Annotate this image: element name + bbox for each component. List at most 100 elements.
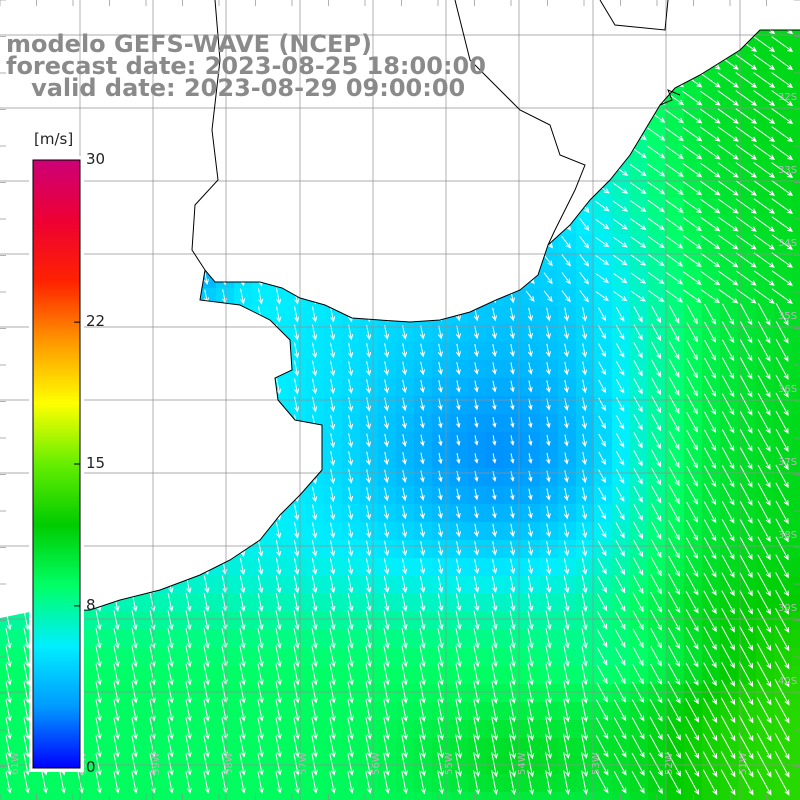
wind-arrow: [612, 182, 629, 194]
wind-cell: [414, 450, 433, 469]
wind-cell: [90, 414, 109, 433]
wind-arrow: [667, 698, 681, 723]
wind-cell: [522, 522, 541, 541]
wind-cell: [378, 738, 397, 757]
wind-arrow: [527, 645, 534, 668]
wind-arrow: [95, 486, 102, 503]
colorbar-tick-label: 22: [86, 312, 106, 331]
wind-arrow: [771, 162, 794, 178]
wind-cell: [522, 468, 541, 487]
wind-arrow: [665, 217, 684, 231]
wind-arrow: [456, 435, 461, 447]
wind-cell: [324, 378, 343, 397]
wind-arrow: [704, 375, 717, 398]
wind-arrow: [578, 54, 590, 70]
wind-cell: [774, 342, 793, 361]
wind-arrow: [561, 235, 571, 249]
wind-arrow: [632, 557, 644, 576]
wind-arrow: [365, 397, 372, 412]
wind-cell: [540, 414, 559, 433]
wind-arrow: [401, 610, 408, 631]
wind-arrow: [131, 450, 138, 467]
wind-arrow: [595, 236, 610, 248]
wind-arrow: [717, 72, 739, 88]
wind-arrow: [474, 162, 480, 179]
wind-cell: [234, 792, 253, 800]
wind-arrow: [185, 504, 192, 521]
wind-cell: [216, 414, 235, 433]
wind-cell: [360, 234, 379, 253]
wind-arrow: [401, 752, 408, 777]
wind-arrow: [545, 770, 553, 796]
wind-cell: [396, 738, 415, 757]
wind-arrow: [492, 453, 497, 464]
wind-arrow: [401, 416, 407, 430]
wind-arrow: [456, 216, 462, 233]
wind-cell: [306, 270, 325, 289]
wind-cell: [738, 792, 757, 800]
wind-cell: [504, 30, 523, 37]
wind-cell: [126, 288, 145, 307]
wind-cell: [504, 126, 523, 145]
wind-cell: [522, 234, 541, 253]
wind-arrow: [509, 751, 517, 778]
wind-cell: [558, 414, 577, 433]
wind-arrow: [578, 108, 590, 124]
wind-arrow: [721, 554, 735, 578]
wind-arrow: [167, 486, 174, 503]
wind-cell: [468, 108, 487, 127]
wind-arrow: [23, 396, 30, 413]
wind-cell: [504, 0, 523, 19]
wind-arrow: [365, 717, 372, 740]
wind-arrow: [757, 607, 772, 633]
wind-arrow: [704, 393, 717, 416]
wind-arrow: [509, 716, 517, 741]
wind-cell: [450, 648, 469, 667]
wind-arrow: [186, 0, 190, 15]
wind-cell: [342, 630, 361, 649]
wind-cell: [774, 540, 793, 559]
wind-arrow: [612, 200, 629, 212]
wind-cell: [558, 432, 577, 451]
wind-cell: [522, 0, 541, 19]
wind-arrow: [23, 575, 30, 594]
wind-cell: [792, 540, 800, 559]
wind-cell: [126, 432, 145, 451]
wind-arrow: [682, 108, 703, 124]
wind-arrow: [473, 343, 479, 358]
wind-cell: [162, 288, 181, 307]
wind-arrow: [401, 126, 408, 143]
wind-arrow: [311, 108, 318, 125]
wind-cell: [792, 30, 800, 37]
wind-cell: [540, 738, 559, 757]
wind-arrow: [509, 645, 516, 668]
wind-cell: [306, 180, 325, 199]
wind-cell: [306, 198, 325, 217]
wind-arrow: [311, 753, 318, 776]
wind-cell: [396, 270, 415, 289]
wind-cell: [270, 234, 289, 253]
wind-arrow: [629, 37, 648, 51]
wind-cell: [774, 738, 793, 757]
wind-arrow: [149, 324, 156, 341]
wind-arrow: [383, 469, 389, 484]
colorbar: [32, 159, 81, 769]
wind-arrow: [312, 432, 318, 449]
wind-arrow: [561, 254, 571, 267]
wind-cell: [414, 360, 433, 379]
wind-arrow: [700, 1, 720, 15]
wind-arrow: [721, 357, 735, 380]
wind-arrow: [420, 416, 425, 429]
wind-arrow: [5, 414, 12, 431]
wind-arrow: [455, 36, 462, 53]
wind-arrow: [563, 698, 570, 723]
wind-arrow: [257, 198, 264, 215]
wind-arrow: [771, 270, 793, 286]
wind-cell: [360, 540, 379, 559]
wind-arrow: [5, 396, 12, 413]
wind-cell: [792, 774, 800, 793]
wind-cell: [792, 342, 800, 361]
wind-cell: [90, 198, 109, 217]
wind-arrow: [615, 450, 625, 466]
wind-cell: [108, 396, 127, 415]
